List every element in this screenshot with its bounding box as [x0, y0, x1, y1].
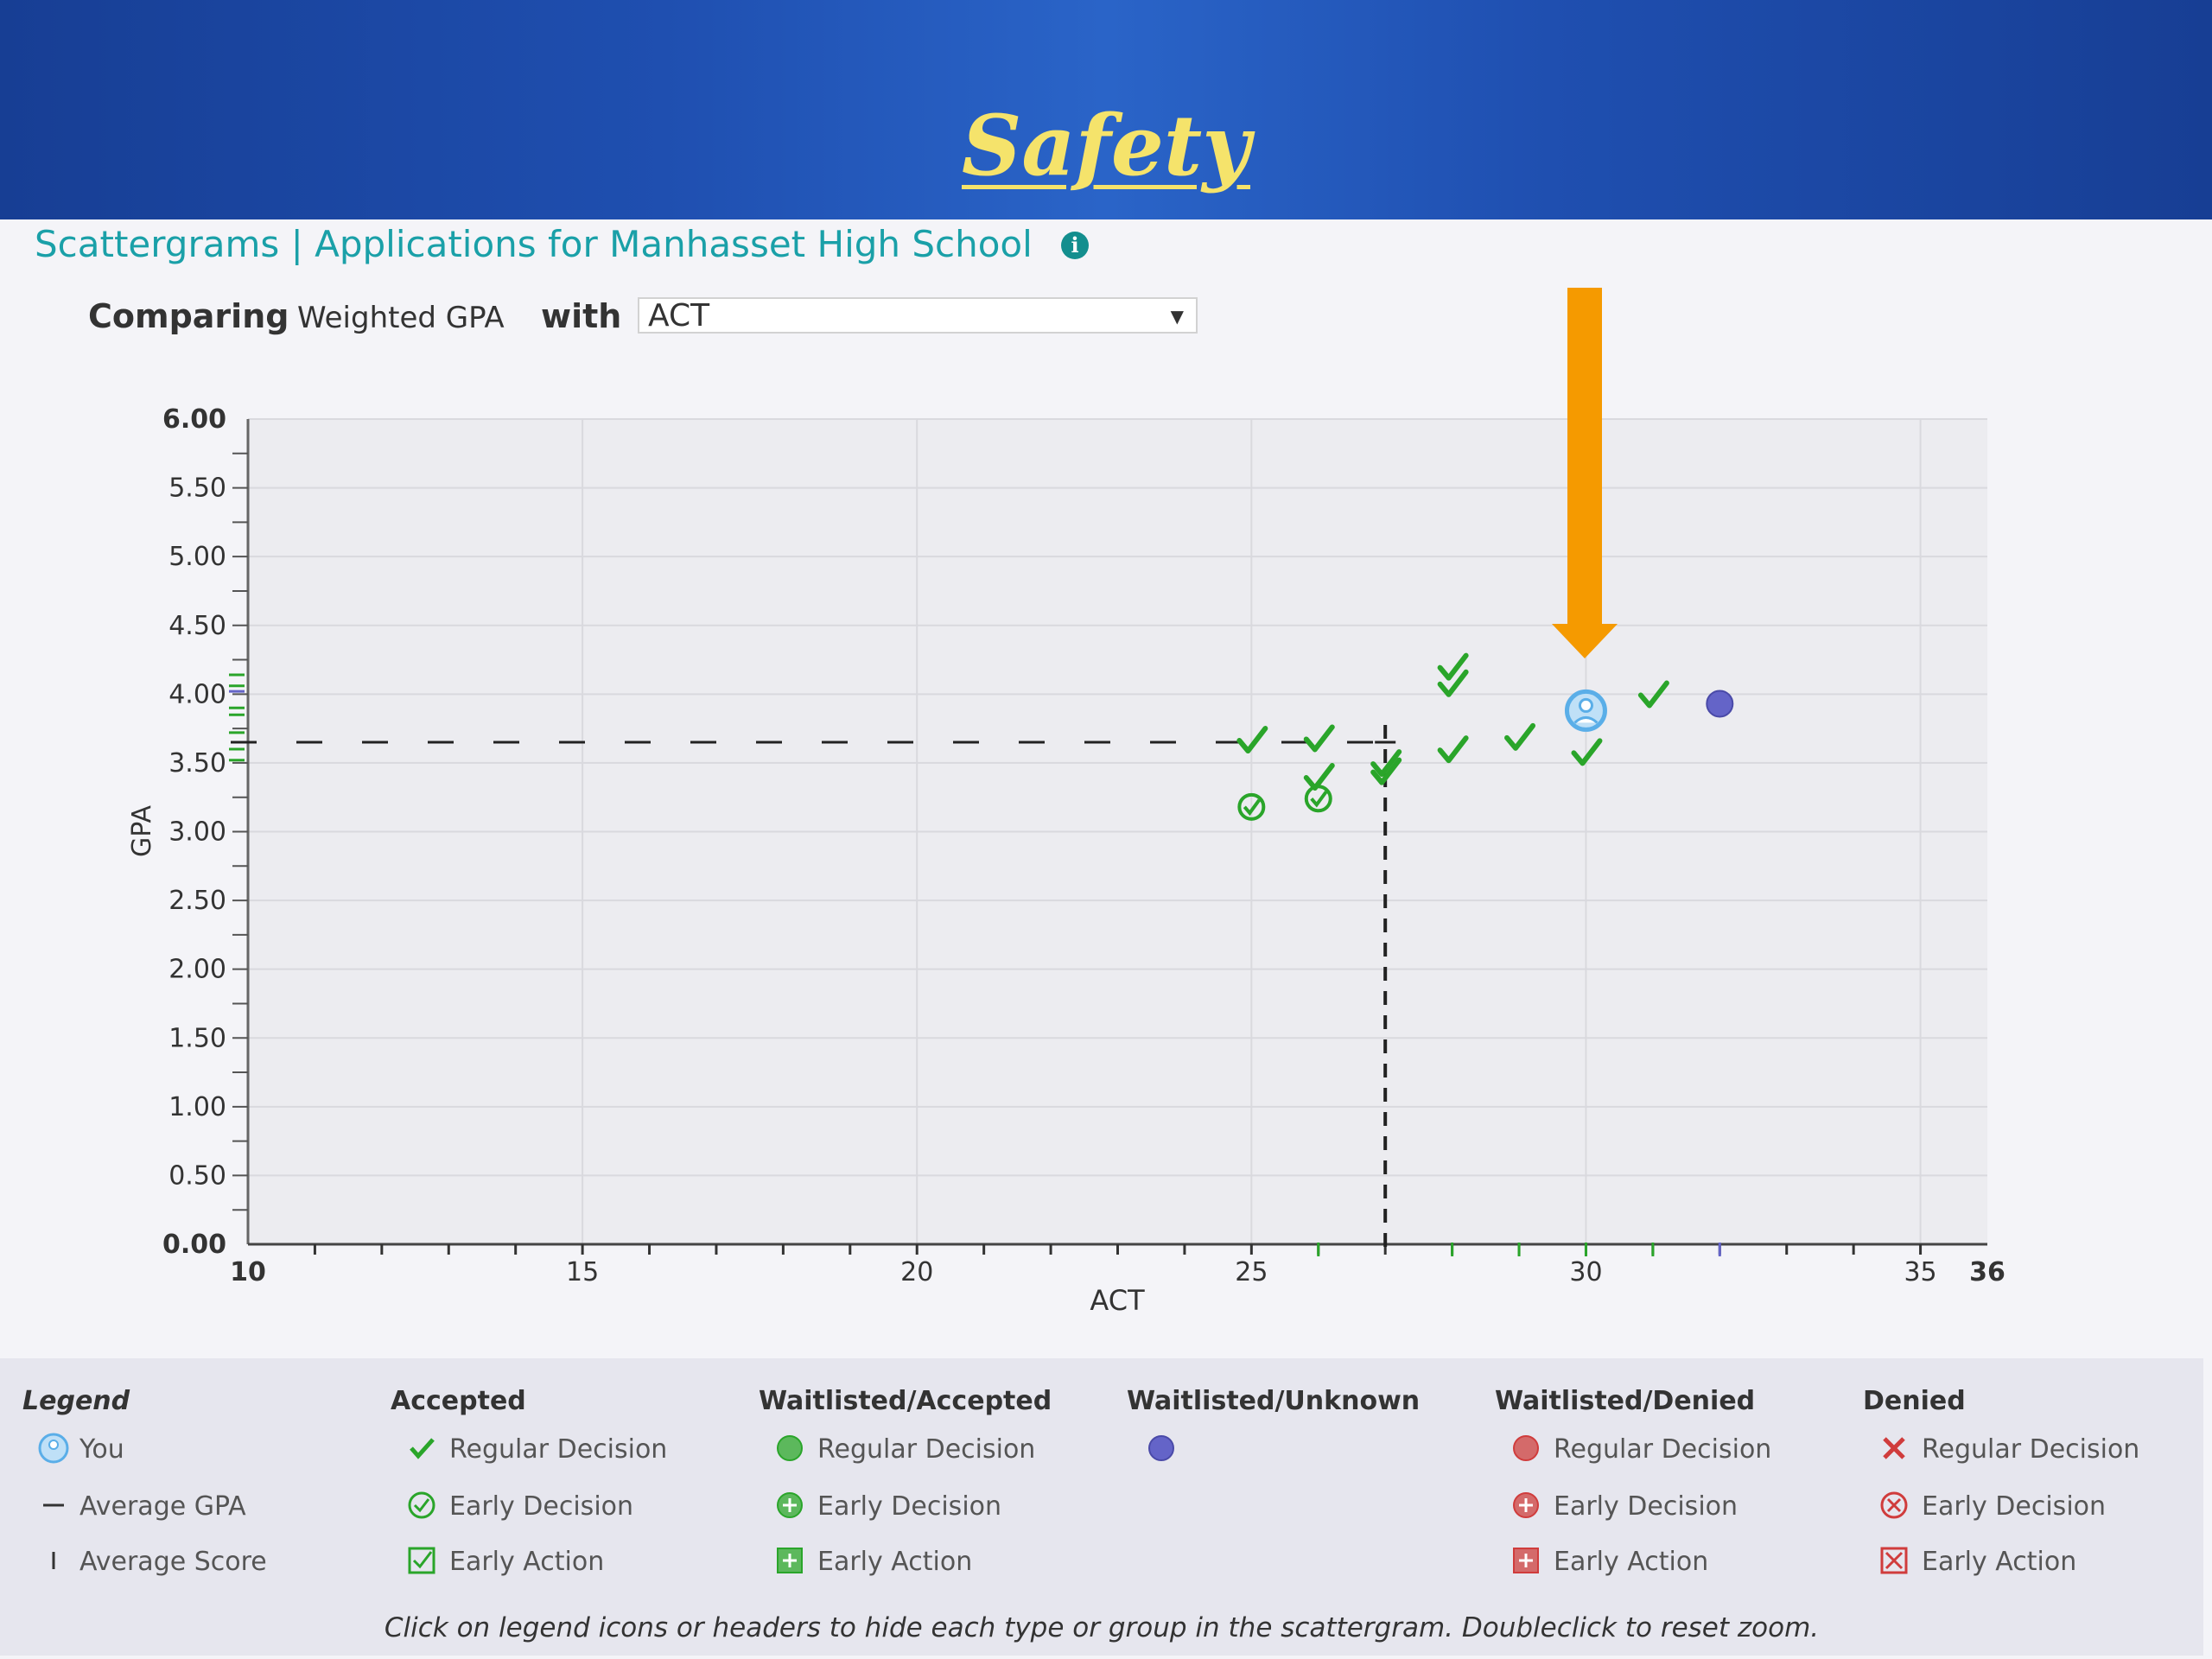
legend-group-header[interactable]: Waitlisted/Unknown	[1127, 1386, 1421, 1416]
comparing-label: Comparing	[88, 297, 289, 335]
x-tick-label: 35	[1904, 1257, 1936, 1287]
legend: Legend You Average GPA Average Score Accepte…	[0, 1358, 2203, 1656]
y-tick-label: 3.50	[168, 748, 226, 779]
early-decision-icon[interactable]	[404, 1488, 439, 1522]
accepted-regular-point	[1437, 669, 1469, 697]
legend-item-regular-decision[interactable]: Regular Decision	[817, 1434, 1036, 1465]
legend-item-regular-decision[interactable]: Regular Decision	[1922, 1434, 2140, 1465]
early-action-icon[interactable]	[1509, 1543, 1543, 1578]
x-tick-label: 25	[1235, 1257, 1268, 1287]
legend-item-average-score[interactable]: Average Score	[79, 1547, 267, 1577]
y-tick-label: 4.00	[168, 679, 226, 709]
legend-title: Legend	[22, 1386, 130, 1416]
legend-item-early-decision[interactable]: Early Decision	[1922, 1491, 2107, 1522]
waitlisted-unknown-point	[1706, 690, 1734, 718]
legend-note: Click on legend icons or headers to hide…	[384, 1612, 1820, 1643]
y-tick-label: 1.50	[168, 1023, 226, 1053]
y-tick-label: 6.00	[162, 404, 226, 435]
regular-decision-icon[interactable]	[1509, 1431, 1543, 1465]
with-label: with	[541, 297, 622, 335]
legend-item-average-gpa[interactable]: Average GPA	[79, 1491, 246, 1522]
legend-item-early-decision[interactable]: Early Decision	[817, 1491, 1002, 1522]
x-tick-label: 10	[230, 1257, 266, 1287]
accepted-regular-point	[1504, 722, 1536, 751]
y-tick-label: 5.50	[168, 474, 226, 504]
y-metric-label: Weighted GPA	[297, 301, 505, 335]
scattergram-chart[interactable]: 10 15 20 25 30 35 36 0.00 0.50 1.00 1.50 2.00 2.50 3.…	[0, 0, 2212, 1357]
x-tick-label: 36	[1969, 1257, 2005, 1287]
x-metric-select[interactable]: ACT ▼	[638, 297, 1198, 334]
accepted-regular-point	[1370, 749, 1402, 778]
vertical-bar-icon[interactable]	[36, 1543, 71, 1578]
legend-group-header[interactable]: Waitlisted/Denied	[1495, 1386, 1756, 1416]
accepted-regular-point	[1437, 735, 1469, 764]
arrow-shaft	[1567, 288, 1602, 629]
y-tick-label: 3.00	[168, 817, 226, 848]
accepted-early-decision-point	[1304, 785, 1332, 813]
you-icon[interactable]	[36, 1431, 71, 1465]
legend-item-early-decision[interactable]: Early Decision	[449, 1491, 634, 1522]
early-decision-icon[interactable]	[1877, 1488, 1911, 1522]
y-tick-label: 1.00	[168, 1092, 226, 1122]
page-title: Scattergrams | Applications for Manhasse…	[35, 223, 1033, 265]
accepted-regular-point	[1370, 757, 1402, 785]
early-decision-icon[interactable]	[772, 1488, 807, 1522]
legend-item-regular-decision[interactable]: Regular Decision	[1554, 1434, 1772, 1465]
waitlisted-unknown-icon[interactable]	[1144, 1431, 1179, 1465]
legend-item-early-action[interactable]: Early Action	[817, 1547, 973, 1577]
legend-item-regular-decision[interactable]: Regular Decision	[449, 1434, 668, 1465]
dash-icon[interactable]	[36, 1488, 71, 1522]
highlight-arrow	[1552, 288, 1618, 658]
early-action-icon[interactable]	[772, 1543, 807, 1578]
early-decision-icon[interactable]	[1509, 1488, 1543, 1522]
data-points	[1236, 652, 1734, 821]
legend-item-early-decision[interactable]: Early Decision	[1554, 1491, 1738, 1522]
regular-decision-icon[interactable]	[1877, 1431, 1911, 1465]
accepted-regular-point	[1637, 680, 1669, 709]
y-tick-label: 5.00	[168, 542, 226, 572]
legend-group-header[interactable]: Accepted	[391, 1386, 526, 1416]
accepted-early-decision-point	[1237, 792, 1266, 821]
x-tick-label: 20	[900, 1257, 933, 1287]
early-action-icon[interactable]	[1877, 1543, 1911, 1578]
legend-group-header[interactable]: Denied	[1863, 1386, 1966, 1416]
x-tick-label: 30	[1569, 1257, 1602, 1287]
legend-item-early-action[interactable]: Early Action	[1554, 1547, 1709, 1577]
regular-decision-icon[interactable]	[772, 1431, 807, 1465]
legend-item-early-action[interactable]: Early Action	[1922, 1547, 2077, 1577]
y-tick-label: 2.00	[168, 955, 226, 985]
y-tick-label: 0.00	[162, 1230, 226, 1260]
legend-item-early-action[interactable]: Early Action	[449, 1547, 605, 1577]
y-axis-title: GPA	[127, 805, 157, 857]
arrow-head	[1552, 624, 1618, 658]
accepted-regular-point	[1571, 738, 1603, 766]
accepted-regular-point	[1236, 726, 1268, 754]
slide-banner	[0, 0, 2212, 219]
info-icon[interactable]: i	[1061, 232, 1089, 259]
chart-gridlines	[248, 418, 1987, 1244]
early-action-icon[interactable]	[404, 1543, 439, 1578]
x-tick-label: 15	[566, 1257, 599, 1287]
chevron-down-icon: ▼	[1170, 306, 1184, 327]
you-point	[1564, 689, 1607, 732]
legend-group-header[interactable]: Waitlisted/Accepted	[759, 1386, 1052, 1416]
slide-title: Safety	[961, 97, 1251, 194]
y-tick-label: 4.50	[168, 611, 226, 641]
y-tick-label: 0.50	[168, 1160, 226, 1191]
x-metric-select-value: ACT	[648, 298, 710, 334]
chart-axes	[229, 419, 1987, 1256]
legend-item-you[interactable]: You	[79, 1434, 124, 1465]
regular-decision-icon[interactable]	[404, 1431, 439, 1465]
axis-labels: 10 15 20 25 30 35 36 0.00 0.50 1.00 1.50 2.00 2.50 3.…	[127, 404, 2005, 1317]
accepted-regular-point	[1437, 652, 1469, 681]
x-axis-title: ACT	[1090, 1284, 1145, 1317]
average-lines	[231, 725, 1396, 1256]
accepted-regular-point	[1303, 724, 1335, 753]
y-tick-label: 2.50	[168, 886, 226, 916]
